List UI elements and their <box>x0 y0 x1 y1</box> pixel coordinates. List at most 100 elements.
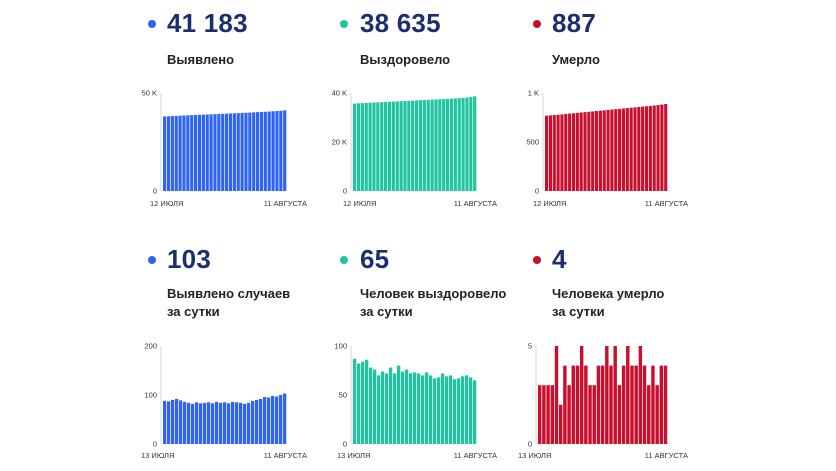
bar <box>211 403 215 444</box>
panel-deaths-total: 887 Умерло <box>524 0 724 235</box>
bar <box>232 113 236 191</box>
bar <box>283 110 287 191</box>
bar <box>239 402 243 444</box>
x-start-label: 13 ИЮЛЯ <box>337 451 370 460</box>
bar <box>545 115 549 191</box>
bar <box>228 113 233 191</box>
bar <box>461 97 465 191</box>
bar <box>267 397 271 444</box>
deaths-total-label: Умерло <box>552 52 600 67</box>
bar <box>588 385 592 444</box>
bar <box>353 358 357 444</box>
bar <box>579 112 583 191</box>
deaths-daily-label-line1: Человека умерло <box>552 286 665 301</box>
bar <box>625 108 629 191</box>
bar <box>395 101 399 191</box>
bar <box>271 111 275 191</box>
bar <box>656 105 660 191</box>
chart-deaths-daily: 0 5 13 ИЮЛЯ 11 АВГУСТА <box>518 342 688 461</box>
deaths-daily-value: 4 <box>552 244 567 274</box>
bar <box>548 115 552 191</box>
bar <box>231 401 235 444</box>
bar <box>167 401 171 444</box>
bar <box>617 385 622 444</box>
bar <box>252 112 256 191</box>
bar <box>263 111 267 191</box>
bar <box>205 114 209 191</box>
bar <box>453 379 457 444</box>
bar <box>213 114 217 191</box>
bar <box>598 110 602 191</box>
bar <box>663 365 668 444</box>
bar <box>221 113 225 191</box>
bar <box>373 369 377 444</box>
x-end-label: 11 АВГУСТА <box>645 451 688 460</box>
bar <box>629 107 633 191</box>
bar <box>638 346 643 444</box>
deaths-total-value: 887 <box>552 8 596 38</box>
bar <box>391 101 395 191</box>
bar <box>279 110 283 191</box>
bar <box>591 111 595 191</box>
bar <box>592 385 596 444</box>
bar <box>263 396 267 444</box>
panel-detected-daily: 103 Выявлено случаев за сутки <box>140 236 340 471</box>
bar <box>405 369 409 444</box>
bar <box>437 377 441 444</box>
bar <box>199 403 203 444</box>
bar <box>175 398 179 444</box>
bar <box>415 100 419 191</box>
x-end-label: 11 АВГУСТА <box>454 199 497 208</box>
bar <box>377 375 381 444</box>
bar <box>187 402 191 444</box>
bar <box>259 111 264 191</box>
red-dot-icon <box>533 20 541 28</box>
deaths-daily-label-line2: за сутки <box>552 304 605 319</box>
bar <box>606 109 610 191</box>
x-end-label: 11 АВГУСТА <box>264 451 307 460</box>
chart-recovered-cumulative: 0 20 K 40 K 12 ИЮЛЯ 11 АВГУСТА <box>332 89 497 209</box>
bar <box>411 100 415 191</box>
bar <box>387 101 392 191</box>
bar <box>426 99 430 191</box>
bar <box>575 365 580 444</box>
bar <box>279 395 283 444</box>
bar <box>235 402 239 444</box>
bar <box>558 404 563 444</box>
bar <box>364 102 368 191</box>
bar <box>647 385 651 444</box>
bar <box>369 367 373 444</box>
bar <box>275 396 279 444</box>
bar <box>429 375 433 444</box>
bar <box>182 115 186 191</box>
bar <box>552 115 556 191</box>
bar <box>201 114 205 191</box>
x-start-label: 12 ИЮЛЯ <box>533 199 566 208</box>
bar <box>613 346 617 444</box>
y-tick-label: 50 K <box>142 89 157 98</box>
bar <box>655 385 659 444</box>
recovered-daily-label-line1: Человек выздоровело <box>360 286 507 301</box>
bar <box>473 380 477 444</box>
bar <box>575 112 579 191</box>
bar <box>571 113 576 191</box>
bar <box>621 108 626 191</box>
y-tick-label: 100 <box>144 391 157 400</box>
bar <box>163 116 167 191</box>
bar <box>633 107 637 191</box>
bar <box>664 104 668 191</box>
y-tick-label: 20 K <box>332 138 347 147</box>
y-tick-label: 40 K <box>332 89 347 98</box>
bar <box>353 103 357 191</box>
bar <box>191 403 195 444</box>
bar <box>418 100 423 191</box>
bar <box>554 346 559 444</box>
bar <box>207 402 211 444</box>
chart-detected-cumulative: 0 50 K 12 ИЮЛЯ 11 АВГУСТА <box>142 89 307 209</box>
bar <box>271 395 275 444</box>
red-dot-icon <box>533 256 541 264</box>
bar <box>248 112 252 191</box>
bar <box>614 109 618 191</box>
bar <box>243 403 247 444</box>
bar <box>434 99 438 191</box>
